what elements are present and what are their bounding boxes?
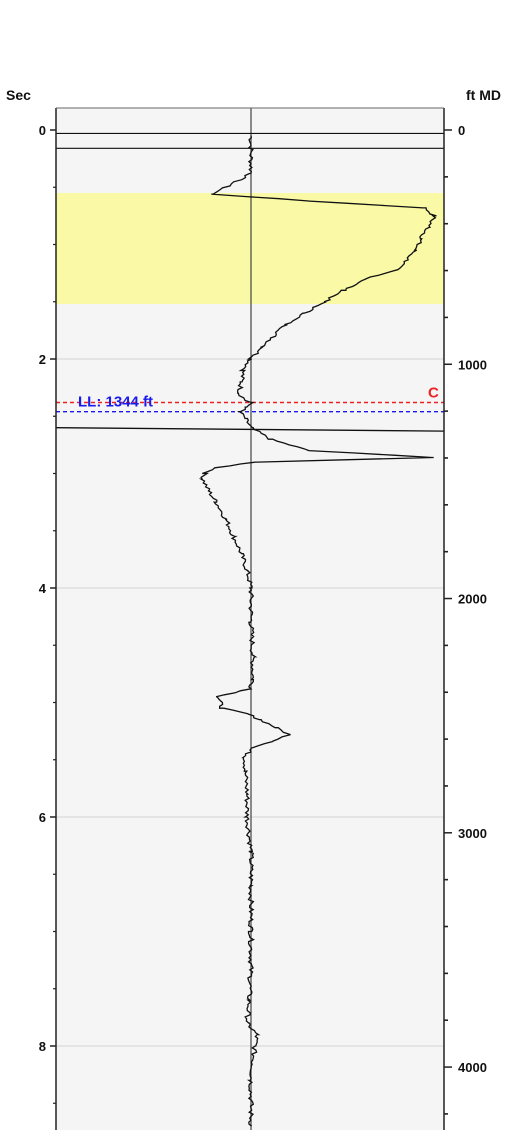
right-axis-ticks: 0 1000 2000 3000 4000	[444, 123, 487, 1115]
right-tick-label: 0	[458, 123, 465, 138]
left-tick-label: 0	[39, 123, 46, 138]
right-axis-title: ft MD	[466, 87, 501, 103]
highlight-band	[56, 192, 444, 305]
series-traces	[55, 135, 445, 1127]
left-tick-label: 6	[39, 810, 46, 825]
right-tick-label: 3000	[458, 826, 487, 841]
left-tick-label: 4	[39, 581, 47, 596]
left-tick-label: 2	[39, 352, 46, 367]
marker-label-ll: LL: 1344 ft	[78, 394, 153, 411]
right-tick-label: 2000	[458, 592, 487, 607]
series-trace	[198, 135, 437, 1127]
markers: C LL: 1344 ft	[56, 132, 444, 413]
left-tick-label: 8	[39, 1039, 46, 1054]
right-tick-label: 4000	[458, 1060, 487, 1075]
marker-label-c: C	[428, 385, 439, 402]
left-axis-ticks: 0 2 4 6 8	[39, 123, 56, 1104]
right-tick-label: 1000	[458, 357, 487, 372]
reflection-line	[55, 427, 445, 432]
left-axis-title: Sec	[6, 87, 31, 103]
